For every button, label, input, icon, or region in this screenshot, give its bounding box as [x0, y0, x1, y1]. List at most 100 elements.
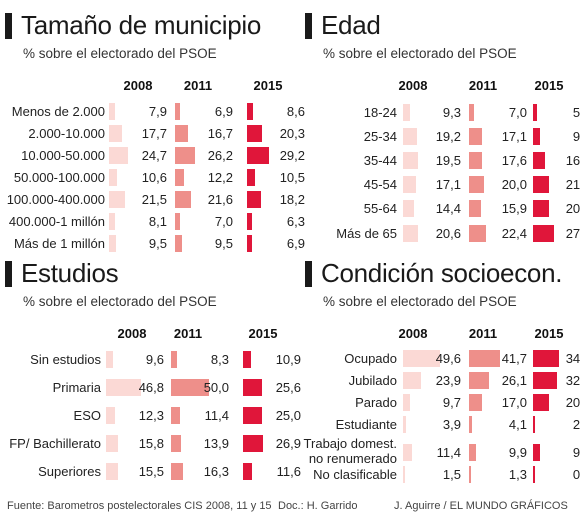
- data-label-2011: 6,9: [214, 104, 233, 119]
- category-label-text: Trabajo domest. no renumerado: [303, 436, 397, 466]
- data-label-2011: 41,7: [501, 351, 527, 366]
- chart-panel-0: Tamaño de municipio % sobre el electorado…: [5, 8, 305, 253]
- category-label-text: 50.000-100.000: [13, 170, 105, 185]
- bar-2015: [533, 104, 537, 121]
- bar-2008: [403, 104, 410, 121]
- bar-2008: [106, 407, 116, 424]
- data-label-2015: 20,9: [565, 395, 580, 410]
- category-label-text: FP/ Bachillerato: [9, 436, 101, 451]
- bar-2008: [109, 147, 128, 164]
- data-label-2008: 1,5: [442, 467, 461, 482]
- bar-2011: [469, 372, 489, 389]
- bar-2011: [469, 176, 484, 193]
- data-label-2015: 0,5: [572, 467, 580, 482]
- data-label-2015: 20,9: [565, 201, 580, 216]
- data-label-2011: 17,0: [501, 395, 527, 410]
- bar-2015: [247, 169, 255, 186]
- chart-panel-1: Edad % sobre el electorado del PSOE 2008 20…: [305, 8, 580, 253]
- data-label-2008: 7,9: [148, 104, 167, 119]
- bar-2008: [403, 176, 416, 193]
- category-label: FP/ Bachillerato: [5, 436, 101, 456]
- data-label-2011: 9,9: [508, 445, 527, 460]
- bar-2015: [243, 435, 264, 452]
- category-label-text: 18-24: [363, 105, 397, 120]
- chart-panel-2: Estudios % sobre el electorado del PSOE 20…: [5, 256, 301, 501]
- data-label-2015: 26,9: [275, 436, 301, 451]
- panel-subtitle: % sobre el electorado del PSOE: [323, 46, 517, 61]
- bar-2015: [243, 379, 263, 396]
- data-label-2015: 18,2: [279, 192, 305, 207]
- category-label: 10.000-50.000: [5, 148, 105, 168]
- bar-2015: [533, 176, 549, 193]
- data-label-2015: 20,3: [279, 126, 305, 141]
- graphics-credit: J. Aguirre / EL MUNDO GRÁFICOS: [394, 500, 568, 512]
- category-label-text: No clasificable: [313, 467, 397, 482]
- bar-2008: [109, 169, 117, 186]
- bar-2015: [533, 128, 540, 145]
- category-label-text: Menos de 2.000: [11, 104, 105, 119]
- bar-2011: [469, 394, 482, 411]
- category-label: Primaria: [5, 380, 101, 400]
- year-header-2008: 2008: [123, 78, 153, 93]
- category-label: 2.000-10.000: [5, 126, 105, 146]
- data-label-2015: 8,6: [286, 104, 305, 119]
- bar-2008: [109, 213, 116, 230]
- category-label-text: 2.000-10.000: [28, 126, 105, 141]
- bar-2015: [533, 152, 545, 169]
- data-label-2008: 17,1: [435, 177, 461, 192]
- category-label: Más de 65: [305, 226, 397, 246]
- data-label-2008: 19,5: [435, 153, 461, 168]
- category-label-text: Sin estudios: [30, 352, 101, 367]
- year-header-2008: 2008: [117, 326, 147, 341]
- bar-2008: [403, 200, 414, 217]
- bar-2011: [171, 435, 182, 452]
- bar-2008: [403, 350, 441, 367]
- category-label-text: 45-54: [363, 177, 397, 192]
- bar-2011: [175, 103, 181, 120]
- data-label-2011: 15,9: [501, 201, 527, 216]
- bar-2011: [175, 213, 181, 230]
- data-label-2008: 12,3: [138, 408, 164, 423]
- title-marker: [305, 13, 312, 39]
- bar-2008: [106, 435, 118, 452]
- bar-2015: [533, 350, 559, 367]
- category-label: No clasificable: [305, 467, 397, 487]
- category-label-text: 25-34: [363, 129, 397, 144]
- bar-2011: [175, 169, 185, 186]
- data-label-2008: 14,4: [435, 201, 461, 216]
- bar-2008: [403, 152, 418, 169]
- bar-2015: [247, 191, 261, 208]
- data-label-2015: 25,6: [275, 380, 301, 395]
- data-label-2015: 11,6: [276, 464, 301, 479]
- bar-2011: [171, 379, 209, 396]
- data-label-2011: 20,0: [501, 177, 527, 192]
- source-note: Fuente: Barometros postelectorales CIS 2…: [7, 500, 272, 512]
- year-header-2015: 2015: [248, 326, 278, 341]
- data-label-2008: 9,6: [145, 352, 164, 367]
- data-label-2015: 10,5: [279, 170, 305, 185]
- data-label-2011: 12,2: [207, 170, 233, 185]
- bar-2015: [243, 407, 262, 424]
- category-label-text: 400.000-1 millón: [8, 214, 105, 229]
- data-label-2011: 8,3: [210, 352, 229, 367]
- bar-2008: [109, 235, 117, 252]
- bar-2008: [403, 372, 421, 389]
- bar-2008: [109, 103, 115, 120]
- year-header-2011: 2011: [173, 326, 203, 341]
- category-label: Sin estudios: [5, 352, 101, 372]
- bar-2008: [403, 128, 418, 145]
- panel-title-text: Tamaño de municipio: [21, 10, 261, 40]
- chart-panel-3: Condición socioecon. % sobre el electorad…: [303, 256, 580, 501]
- category-label: Jubilado: [305, 373, 397, 393]
- bar-2015: [533, 466, 535, 483]
- category-label: Estudiante: [305, 417, 397, 437]
- panel-title-text: Condición socioecon.: [321, 258, 563, 288]
- title-marker: [5, 261, 12, 287]
- category-label-text: 100.000-400.000: [6, 192, 105, 207]
- data-label-2011: 7,0: [214, 214, 233, 229]
- category-label-text: Superiores: [38, 464, 101, 479]
- bar-2011: [175, 235, 183, 252]
- data-label-2015: 32,6: [565, 373, 580, 388]
- category-label-text: Parado: [355, 395, 397, 410]
- data-label-2011: 4,1: [508, 417, 527, 432]
